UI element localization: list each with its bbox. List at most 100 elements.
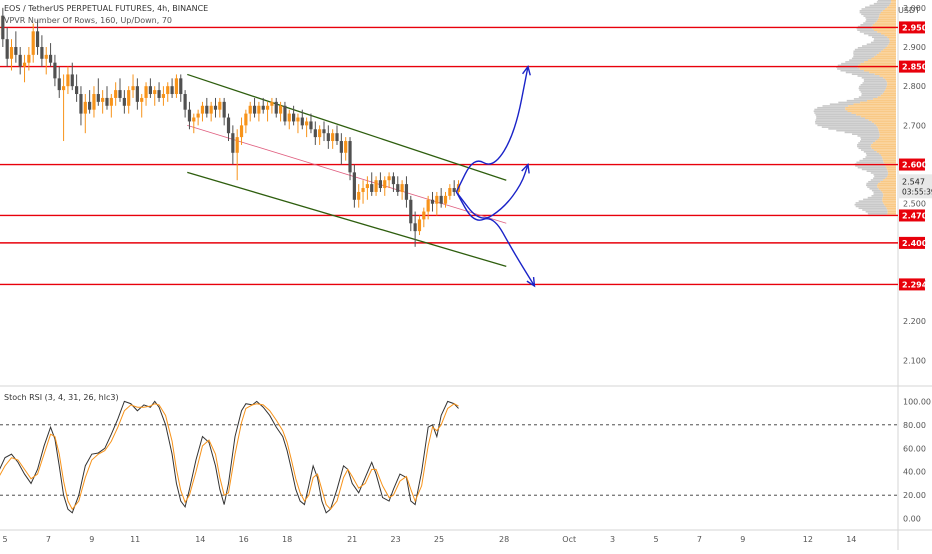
volume-profile-bar [817, 125, 876, 127]
volume-profile-bar [887, 209, 896, 211]
candle-body [236, 137, 239, 153]
volume-profile-bar [881, 95, 896, 97]
volume-profile-bar [815, 121, 872, 123]
volume-profile-bar [880, 75, 896, 77]
volume-profile-bar [845, 132, 880, 134]
stoch-K-line [0, 401, 459, 512]
volume-profile-bar [887, 213, 896, 215]
volume-profile-bar [886, 167, 896, 169]
volume-profile-bar [862, 77, 883, 79]
volume-profile-bar [887, 36, 896, 38]
candle-body [427, 200, 430, 212]
price-tick-label: 2.200 [903, 317, 926, 326]
volume-profile-bar [879, 137, 896, 139]
volume-profile-bar [877, 126, 896, 128]
volume-profile-bar [865, 6, 887, 8]
volume-profile-bar [883, 179, 896, 181]
volume-profile-bar [868, 181, 880, 183]
candle-body [353, 172, 356, 199]
volume-profile-bar [874, 3, 891, 5]
candle-body [279, 106, 282, 114]
candle-body [283, 106, 286, 122]
volume-profile-bar [883, 49, 896, 51]
volume-profile-bar [814, 112, 851, 114]
volume-profile-bar [878, 128, 896, 130]
x-tick-label: Oct [562, 535, 576, 544]
volume-profile-bar [841, 63, 860, 65]
osc-tick-label: 80.00 [903, 421, 926, 430]
candle-body [414, 223, 417, 231]
volume-profile-bar [815, 114, 856, 116]
volume-profile-bar [864, 33, 881, 35]
volume-profile-bar [859, 88, 886, 90]
volume-profile-bar [877, 31, 896, 33]
osc-tick-label: 60.00 [903, 444, 926, 453]
volume-profile-bar [868, 213, 888, 215]
x-tick-label: 18 [282, 535, 292, 544]
volume-profile-bar [860, 12, 881, 14]
candle-body [340, 141, 343, 153]
x-tick-label: 16 [239, 535, 249, 544]
volume-profile-bar [854, 98, 873, 100]
volume-profile-bar [869, 188, 878, 190]
candle-body [401, 184, 404, 192]
candle-body [19, 55, 22, 67]
candle-body [288, 114, 291, 122]
volume-profile-bar [860, 31, 877, 33]
volume-profile-bar [883, 77, 896, 79]
candle-body [405, 184, 408, 200]
volume-profile-bar [861, 91, 884, 93]
volume-profile-bar [885, 8, 896, 10]
volume-profile-bar [864, 80, 887, 82]
candle-body [188, 110, 191, 122]
stoch-D-line [0, 404, 459, 510]
osc-tick-label: 40.00 [903, 468, 926, 477]
candle-body [179, 78, 182, 94]
volume-profile-bar [878, 19, 896, 21]
volume-profile-bar [881, 155, 896, 157]
volume-profile-bar [860, 68, 896, 70]
volume-profile-bar [888, 174, 896, 176]
volume-profile-bar [882, 192, 896, 194]
level-label: 2.850 [902, 63, 928, 72]
candle-body [97, 94, 100, 102]
candle-body [205, 106, 208, 114]
candle-body [23, 63, 26, 67]
volume-profile-bar [856, 206, 886, 208]
candle-body [101, 98, 104, 102]
volume-profile-bar [817, 107, 845, 109]
volume-profile-bar [864, 70, 896, 72]
volume-profile-bar [859, 96, 878, 98]
volume-profile-bar [891, 1, 896, 3]
volume-profile-bar [887, 207, 896, 209]
volume-profile-bar [888, 170, 896, 172]
x-tick-label: 9 [89, 535, 94, 544]
candle-body [214, 106, 217, 110]
volume-profile-bar [848, 105, 896, 107]
volume-profile-bar [886, 206, 896, 208]
volume-profile-bar [867, 186, 877, 188]
volume-profile-bar [881, 33, 896, 35]
volume-profile-bar [861, 139, 877, 141]
candle-body [440, 196, 443, 204]
volume-profile-bar [858, 147, 871, 149]
volume-profile-bar [861, 95, 880, 97]
candle-body [118, 90, 121, 98]
volume-profile-bar [851, 112, 896, 114]
volume-profile-bar [853, 51, 881, 53]
volume-profile-bar [879, 132, 896, 134]
volume-profile-bar [889, 5, 896, 7]
candle-body [184, 94, 187, 110]
candle-body [88, 102, 91, 110]
candle-body [409, 200, 412, 224]
volume-profile-bar [874, 176, 887, 178]
channel-mid-line [187, 125, 506, 223]
volume-profile-bar [877, 139, 896, 141]
candle-body [431, 200, 434, 204]
candle-body [192, 118, 195, 122]
candle-body [49, 55, 52, 63]
volume-profile-bar [878, 96, 896, 98]
volume-profile-bar [845, 61, 864, 63]
